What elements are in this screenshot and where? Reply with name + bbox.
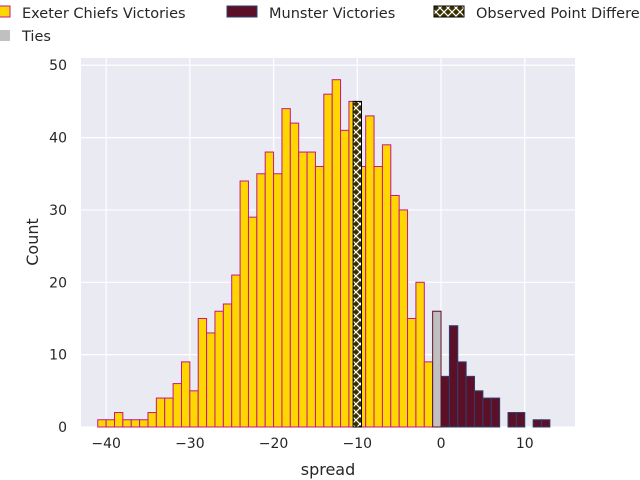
x-tick-label: 10 [516, 436, 534, 452]
bars [97, 79, 551, 428]
bar-series-0 [281, 108, 291, 428]
bar-series-1 [440, 375, 450, 428]
bar-series-0 [130, 419, 141, 428]
bar-series-1 [457, 361, 467, 428]
bar-series-0 [197, 317, 208, 428]
bar-series-1 [507, 412, 517, 428]
y-tick-label: 20 [49, 275, 67, 291]
x-tick-label: −40 [91, 436, 121, 452]
legend-label-munster: Munster Victories [269, 6, 395, 22]
bar-series-1 [474, 390, 484, 428]
bar-series-0 [398, 209, 409, 428]
bar-series-1 [515, 412, 526, 428]
legend: Exeter Chiefs Victories Munster Victorie… [0, 5, 640, 45]
bar-series-0 [289, 122, 300, 428]
x-tick-label: −30 [175, 436, 205, 452]
x-axis-label: spread [301, 460, 356, 479]
bar-series-0 [105, 419, 115, 428]
bar-series-0 [122, 419, 132, 428]
bar-series-0 [206, 332, 216, 428]
bar-series-0 [381, 144, 392, 428]
y-tick-labels: 0 10 20 30 40 50 [49, 58, 67, 436]
bar-series-0 [306, 151, 316, 428]
x-tick-label: 0 [437, 436, 446, 452]
bar-series-0 [331, 79, 342, 428]
bar-series-0 [407, 317, 417, 428]
x-tick-labels: −40 −30 −20 −10 0 10 [91, 436, 533, 452]
bar-series-0 [365, 115, 375, 428]
observed-bar [352, 100, 362, 428]
bar-series-0 [340, 129, 350, 428]
legend-label-exeter: Exeter Chiefs Victories [22, 6, 186, 22]
bar-series-0 [298, 151, 308, 428]
bar-series-0 [164, 397, 174, 428]
legend-swatch-exeter [0, 5, 11, 18]
bar-series-0 [390, 194, 400, 428]
bar-series-0 [180, 361, 191, 428]
bar-series-0 [139, 419, 149, 428]
bar-series-0 [172, 383, 182, 428]
bar-series-0 [231, 274, 241, 428]
legend-swatch-ties [0, 30, 10, 41]
bar-series-0 [239, 180, 249, 428]
y-tick-label: 40 [49, 131, 67, 147]
bar-series-0 [247, 216, 258, 428]
legend-swatch-observed [433, 5, 465, 18]
bar-series-0 [415, 281, 425, 428]
bar-series-2 [432, 310, 442, 428]
legend-swatch-munster [226, 5, 258, 18]
bar-series-0 [214, 310, 224, 428]
bar-series-0 [147, 412, 157, 428]
y-tick-label: 50 [49, 58, 67, 74]
y-axis-label: Count [23, 218, 42, 266]
bar-series-1 [465, 375, 476, 428]
bar-series-1 [448, 325, 459, 428]
bar-series-0 [222, 303, 233, 428]
legend-label-ties: Ties [21, 29, 51, 45]
bar-series-1 [532, 419, 543, 428]
bar-series-0 [189, 390, 199, 428]
bar-series-1 [541, 419, 551, 428]
bar-series-0 [113, 412, 124, 428]
bar-series-0 [256, 173, 266, 428]
bar-series-0 [155, 397, 166, 428]
bar-series-0 [264, 151, 275, 428]
x-tick-label: −10 [343, 436, 373, 452]
bar-series-0 [323, 93, 333, 428]
y-tick-label: 0 [58, 420, 67, 436]
legend-label-observed: Observed Point Differential [476, 6, 640, 22]
bar-series-0 [423, 361, 434, 428]
bar-series-0 [97, 419, 107, 428]
y-tick-label: 10 [49, 348, 67, 364]
bar-series-0 [314, 166, 325, 428]
bar-series-1 [482, 397, 492, 428]
x-tick-label: −20 [259, 436, 289, 452]
bar-series-0 [273, 173, 283, 428]
y-tick-label: 30 [49, 203, 67, 219]
bar-series-1 [490, 397, 501, 428]
bar-series-0 [373, 166, 383, 428]
